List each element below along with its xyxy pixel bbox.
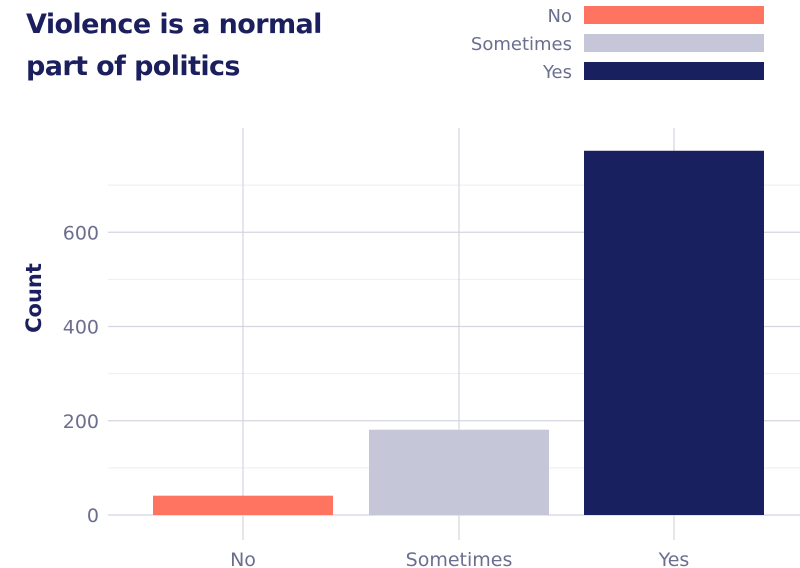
y-axis-title: Count xyxy=(22,263,46,333)
legend-label: No xyxy=(548,6,572,27)
y-tick-label: 200 xyxy=(63,411,99,433)
legend-swatch xyxy=(584,62,764,80)
bar-no xyxy=(153,495,333,515)
legend: No Sometimes Yes xyxy=(471,6,764,83)
legend-label: Yes xyxy=(542,62,572,83)
bar-sometimes xyxy=(369,429,549,515)
x-tick-label: No xyxy=(230,549,256,568)
legend-swatch xyxy=(584,34,764,52)
x-tick-label: Yes xyxy=(658,549,690,568)
y-axis-ticks: 0 200 400 600 xyxy=(63,222,99,527)
x-tick-label: Sometimes xyxy=(406,549,513,568)
y-tick-label: 400 xyxy=(63,317,99,339)
chart-title: Violence is a normal part of politics xyxy=(26,9,322,82)
bar-yes xyxy=(584,150,764,516)
y-tick-label: 0 xyxy=(87,505,99,527)
bars xyxy=(153,150,764,516)
legend-label: Sometimes xyxy=(471,34,572,55)
x-axis-ticks: No Sometimes Yes xyxy=(230,549,689,568)
y-tick-label: 600 xyxy=(63,222,99,244)
legend-swatch xyxy=(584,6,764,24)
